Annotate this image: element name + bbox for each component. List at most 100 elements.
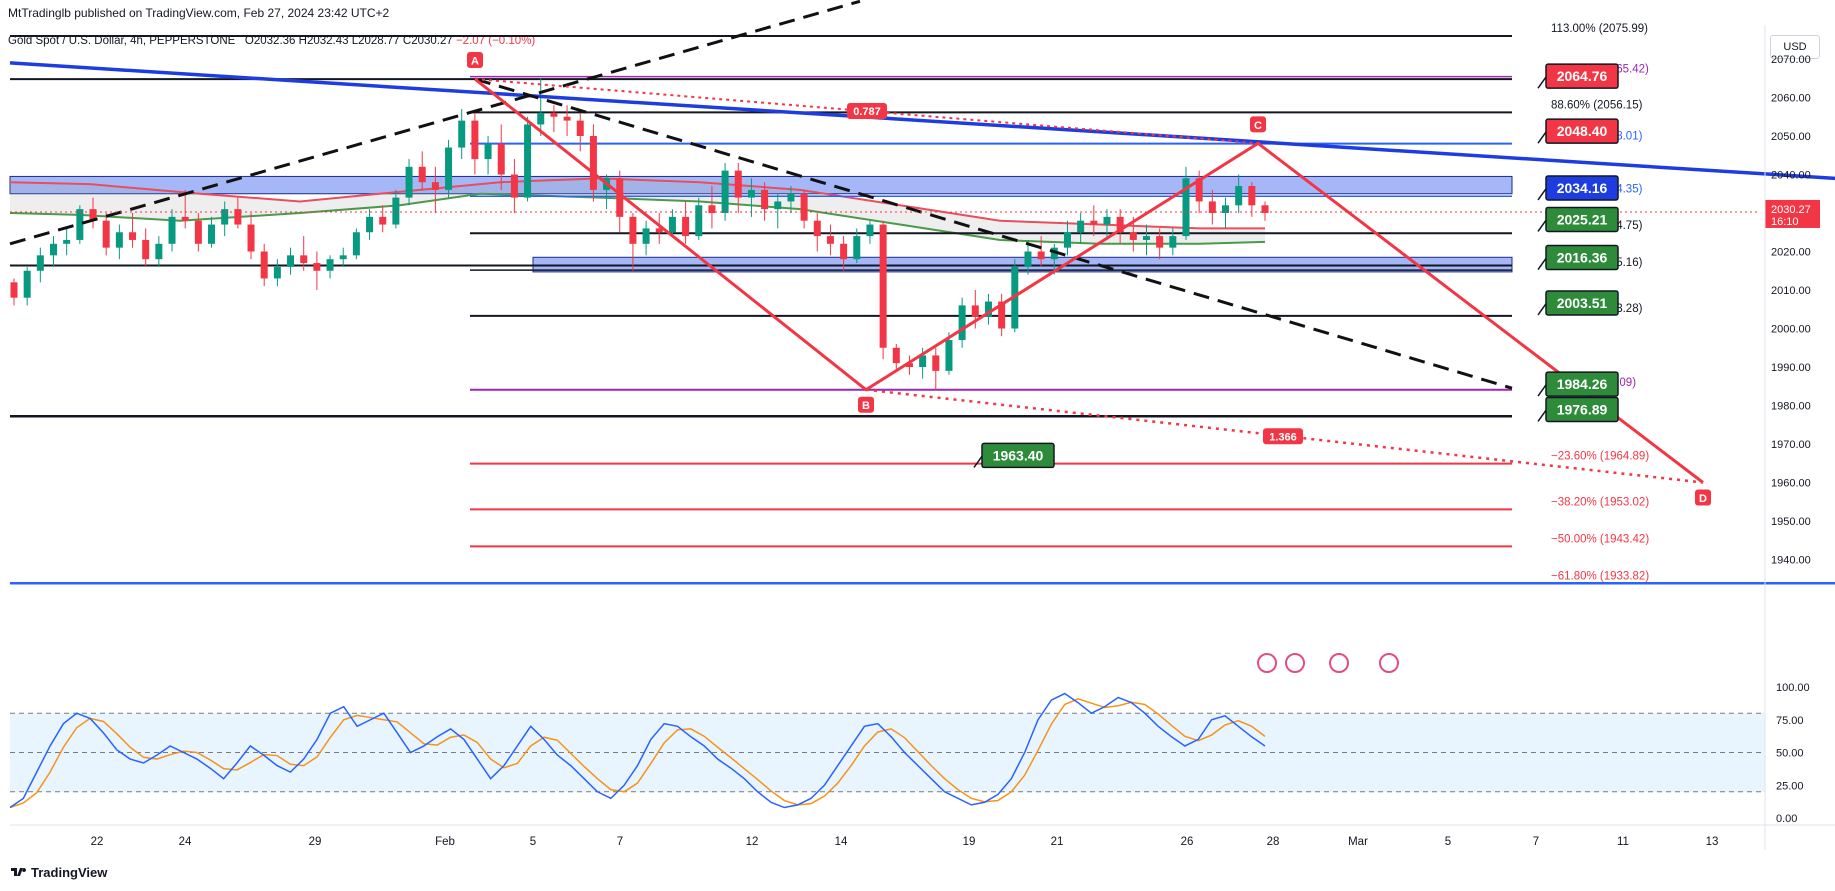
fib-level-label: −61.80% (1933.82) [1551, 570, 1649, 582]
candle-body [510, 174, 518, 198]
candle-body [695, 205, 703, 237]
time-tick: 14 [835, 836, 848, 848]
candle-body [866, 224, 874, 237]
price-label-value: 1984.26 [1557, 376, 1608, 392]
abcd-pattern [474, 77, 1704, 484]
event-icon [1285, 653, 1305, 673]
time-tick: Feb [435, 836, 455, 848]
pattern-point-marker [467, 52, 483, 69]
price-label-value: 2025.21 [1557, 211, 1608, 227]
stoch-k-line [9, 692, 1266, 809]
stoch-tick: 25.00 [1776, 780, 1804, 792]
dashed-trendline-down [474, 77, 1513, 390]
event-icon [1257, 653, 1277, 673]
current-price-badge [1765, 199, 1820, 228]
candle-body [339, 255, 347, 260]
candle-body [787, 193, 795, 202]
stoch-tick: 0.00 [1776, 813, 1797, 825]
price-label-box [1545, 63, 1619, 89]
candle-body [1116, 216, 1124, 233]
candle-body [1248, 186, 1256, 206]
time-tick: 21 [1051, 836, 1064, 848]
candle-body [194, 220, 202, 244]
candle-body [405, 166, 413, 198]
price-tick: 1950.00 [1771, 516, 1811, 528]
candle-body [919, 355, 927, 367]
candle-body [800, 193, 808, 221]
candle-body [589, 136, 597, 190]
candle-body [379, 216, 387, 225]
time-tick: 5 [1445, 836, 1451, 848]
price-label-box [1545, 206, 1619, 233]
price-tick: 2070.00 [1771, 54, 1811, 66]
current-price-value: 2030.27 [1771, 204, 1811, 216]
symbol-title: Gold Spot / U.S. Dollar, 4h, PEPPERSTONE [8, 35, 236, 47]
candle-body [36, 255, 44, 271]
candle-body [1208, 201, 1216, 213]
ohlc-close: C2030.27 [402, 35, 453, 47]
price-label-box [1545, 175, 1619, 201]
candle-body [260, 251, 268, 279]
symbol-legend[interactable]: Gold Spot / U.S. Dollar, 4h, PEPPERSTONE… [8, 35, 535, 47]
candle-body [313, 263, 321, 271]
candle-body [892, 347, 900, 364]
price-label-value: 1963.40 [993, 447, 1044, 463]
candle-body [10, 282, 18, 298]
stoch-tick: 100.00 [1776, 682, 1810, 694]
candle-body [89, 209, 97, 221]
currency-button[interactable]: USD [1770, 35, 1820, 59]
fib-level-label: 113.00% (2075.99) [1551, 23, 1648, 35]
blue-trendline [9, 61, 1835, 181]
candle-body [1103, 216, 1111, 225]
ohlc-change: −2.07 (−0.10%) [455, 35, 536, 47]
fib-level-label: −38.20% (1953.02) [1551, 496, 1649, 508]
pattern-point-marker [1695, 489, 1711, 506]
candle-body [879, 224, 887, 348]
candle-body [445, 147, 453, 190]
time-tick: Mar [1348, 836, 1368, 848]
candle-body [418, 166, 426, 183]
price-tick: 1980.00 [1771, 401, 1811, 413]
candle-body [484, 143, 492, 160]
price-tick: 1970.00 [1771, 439, 1811, 451]
resistance-zone [9, 175, 1513, 195]
candle-body [247, 224, 255, 252]
pattern-point-marker [858, 396, 874, 413]
price-label-value: 2048.40 [1557, 123, 1608, 139]
tradingview-logo: TradingView [10, 865, 107, 880]
candle-body [155, 243, 163, 260]
candle-body [366, 216, 374, 233]
candle-body [142, 239, 150, 260]
candle-body [431, 182, 439, 190]
price-label-box [1545, 371, 1619, 397]
candle-body [524, 124, 532, 198]
candle-body [655, 228, 663, 233]
candle-body [905, 363, 913, 367]
candle-body [668, 216, 676, 233]
candle-body [1261, 205, 1269, 213]
candle-body [932, 355, 940, 371]
ohlc-low: L2028.77 [351, 35, 400, 47]
candle-body [774, 201, 782, 210]
time-tick: 7 [1533, 836, 1539, 848]
candle-body [616, 178, 624, 217]
candle-body [971, 305, 979, 317]
ratio-label-box [847, 102, 887, 119]
candle-body [721, 170, 729, 213]
time-axis-layer: 22 24 29 Feb 5 7 12 14 19 21 26 28 Mar 5 7 11 13 [10, 25, 1835, 850]
price-tick: 1960.00 [1771, 478, 1811, 490]
candle-body [734, 170, 742, 198]
price-axis-layer: 2070.002060.002050.002040.002030.002020.… [10, 54, 1820, 567]
time-tick: 12 [746, 836, 759, 848]
time-tick: 19 [963, 836, 976, 848]
pattern-point-label: B [862, 400, 870, 412]
candle-body [984, 301, 992, 317]
candle-body [234, 209, 242, 225]
candle-body [563, 116, 571, 121]
tradingview-brand: TradingView [31, 865, 108, 880]
time-tick: 28 [1267, 836, 1280, 848]
candle-body [1169, 236, 1177, 248]
candle-body [1077, 220, 1085, 233]
